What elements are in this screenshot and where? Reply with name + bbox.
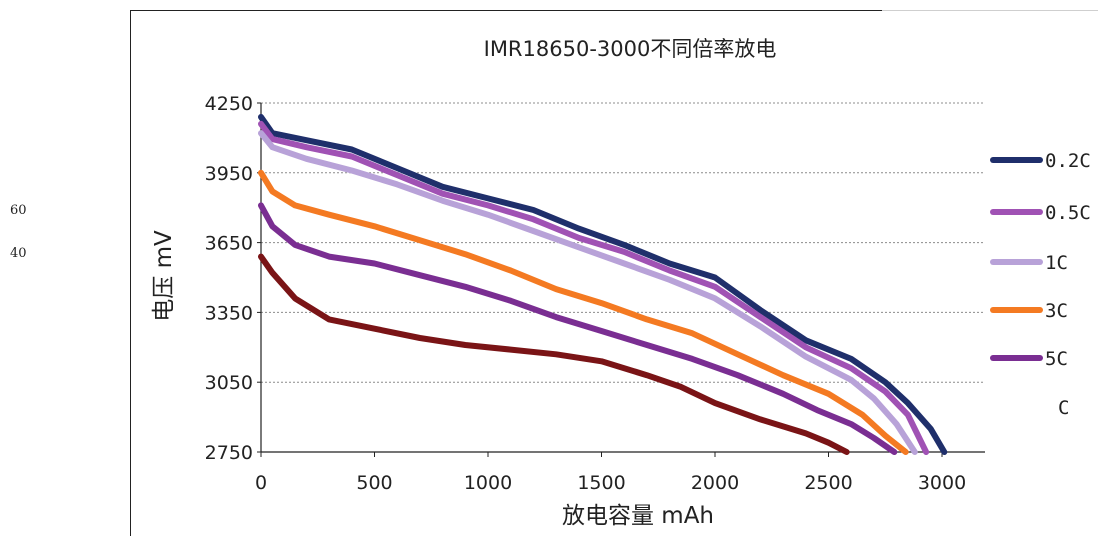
series-line-5C (258, 202, 898, 455)
series-line-0-5C (258, 120, 930, 455)
series-line-1C (258, 130, 918, 455)
legend-label-0-5C: 0.5C (1045, 202, 1091, 224)
y-tick-label-2750: 2750 (205, 442, 253, 464)
x-tick-labels: 0 500 1000 1500 2000 2500 3000 (255, 472, 966, 494)
x-tick-label-3000: 3000 (918, 472, 966, 494)
y-tick-label-4250: 4250 (205, 93, 253, 115)
margin-number-40: 40 (10, 246, 27, 261)
legend: 0.2C 0.5C 1C 3C 5C (990, 150, 1091, 370)
series-line-unlabeled (258, 253, 850, 455)
series-lines (258, 114, 948, 455)
legend-label-0-2C: 0.2C (1045, 150, 1091, 172)
margin-number-60: 60 (10, 203, 27, 218)
y-axis-label: 电压 mV (151, 230, 177, 322)
chart-frame (130, 10, 883, 536)
x-axis-label: 放电容量 mAh (562, 503, 714, 529)
x-tick-label-2500: 2500 (804, 472, 852, 494)
y-tick-labels: 2750 3050 3350 3650 3950 4250 (205, 93, 253, 464)
series-line-0-2C (258, 114, 948, 455)
series-line-3C (258, 169, 909, 455)
x-tick-label-1000: 1000 (464, 472, 512, 494)
legend-extra-label: C (1058, 397, 1069, 419)
legend-label-5C: 5C (1045, 348, 1068, 370)
x-tick-label-500: 500 (356, 472, 392, 494)
chart-title: IMR18650-3000不同倍率放电 (484, 37, 777, 61)
x-tick-label-0: 0 (255, 472, 267, 494)
y-tick-label-3650: 3650 (205, 233, 253, 255)
x-tick-label-1500: 1500 (577, 472, 625, 494)
y-tick-label-3950: 3950 (205, 163, 253, 185)
x-tick-label-2000: 2000 (691, 472, 739, 494)
chart-frame-top-edge (882, 10, 1098, 12)
y-tick-label-3050: 3050 (205, 372, 253, 394)
legend-label-3C: 3C (1045, 300, 1068, 322)
legend-label-1C: 1C (1045, 252, 1068, 274)
y-tick-label-3350: 3350 (205, 302, 253, 324)
